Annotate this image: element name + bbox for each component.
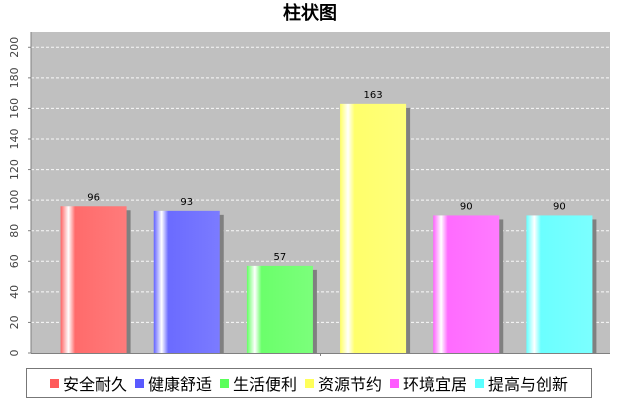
- y-tick-label: 0: [8, 350, 21, 357]
- legend-label: 资源节约: [318, 375, 383, 394]
- legend-item: 环境宜居: [390, 371, 467, 395]
- chart-title: 柱状图: [283, 3, 337, 24]
- legend-swatch: [305, 378, 314, 388]
- y-tick-label: 180: [8, 67, 21, 88]
- bar: [340, 103, 407, 353]
- legend-label: 安全耐久: [62, 375, 127, 394]
- bar: [60, 206, 127, 353]
- bar: [433, 215, 500, 353]
- y-tick-label: 200: [8, 37, 21, 58]
- y-tick-label: 80: [8, 224, 21, 238]
- legend-label: 生活便利: [232, 375, 297, 394]
- legend-swatch: [219, 378, 229, 388]
- legend-label: 健康舒适: [147, 375, 212, 394]
- chart-plot: 0 20 40 60 80 100 120 140 160 180 200 96 93 57 163 90 90: [8, 32, 610, 357]
- legend-swatch: [475, 378, 485, 388]
- bar: [526, 215, 593, 353]
- legend-item: 安全耐久: [49, 371, 127, 395]
- data-label: 163: [364, 90, 383, 101]
- data-label: 57: [274, 252, 287, 263]
- data-label: 93: [180, 197, 193, 208]
- y-tick-label: 120: [8, 159, 21, 180]
- data-label: 90: [553, 201, 566, 212]
- legend-swatch: [134, 378, 144, 388]
- y-tick-label: 140: [8, 129, 21, 150]
- legend-item: 健康舒适: [134, 371, 212, 395]
- data-label: 90: [460, 201, 473, 212]
- legend-item: 资源节约: [305, 371, 382, 395]
- legend: 安全耐久 健康舒适 生活便利 资源节约 环境宜居 提高与创新: [26, 368, 592, 398]
- bar: [246, 265, 313, 353]
- data-label: 96: [87, 192, 100, 203]
- legend-item: 生活便利: [219, 371, 297, 395]
- y-tick-label: 60: [8, 254, 21, 268]
- y-tick-label: 160: [8, 98, 21, 119]
- legend-label: 环境宜居: [403, 375, 468, 394]
- legend-swatch: [390, 378, 400, 388]
- legend-label: 提高与创新: [488, 375, 569, 394]
- y-tick-label: 40: [8, 285, 21, 299]
- legend-swatch: [49, 378, 59, 388]
- legend-item: 提高与创新: [475, 371, 568, 395]
- y-tick-label: 100: [8, 190, 21, 211]
- bar: [153, 210, 220, 353]
- y-tick-label: 20: [8, 315, 21, 329]
